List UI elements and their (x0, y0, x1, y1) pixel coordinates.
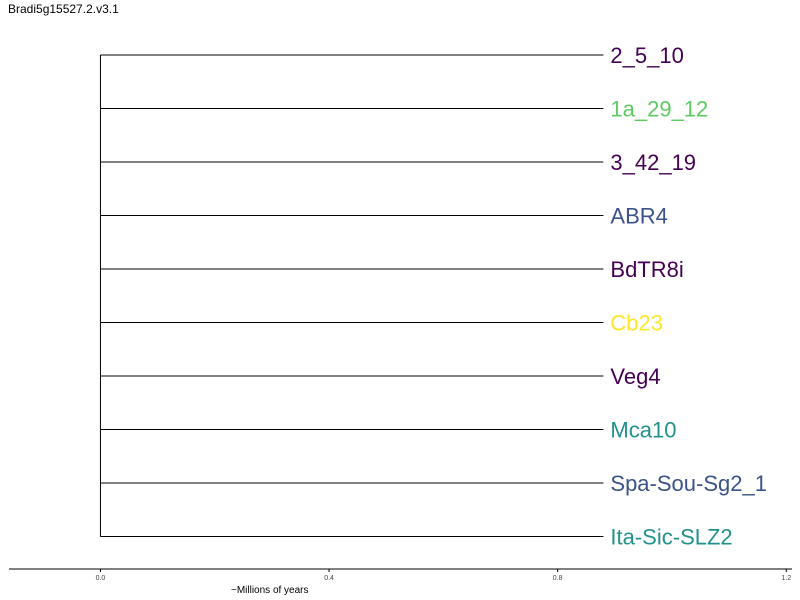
leaf-label: BdTR8i (610, 257, 683, 282)
leaf-label: Mca10 (610, 418, 676, 443)
leaf-label: 2_5_10 (610, 43, 683, 68)
x-tick-label: 0.8 (553, 575, 563, 582)
leaf-label: Veg4 (610, 364, 660, 389)
leaf-label: Cb23 (610, 311, 663, 336)
x-tick-label: 0.0 (96, 575, 106, 582)
leaf-label: Ita-Sic-SLZ2 (610, 525, 732, 550)
leaf-label: 3_42_19 (610, 150, 696, 175)
x-axis-label: ~Millions of years (231, 585, 309, 596)
leaf-label: Spa-Sou-Sg2_1 (610, 471, 767, 496)
x-axis-ticks: 0.0 0.4 0.8 1.2 (96, 569, 791, 582)
x-tick-label: 0.4 (324, 575, 334, 582)
x-tick-label: 1.2 (781, 575, 791, 582)
leaf-labels-group: 2_5_10 1a_29_12 3_42_19 ABR4 BdTR8i Cb23 Veg4 M… (610, 43, 767, 550)
x-axis: 0.0 0.4 0.8 1.2 ~Millions of years (9, 568, 792, 596)
branches-group (99, 54, 604, 537)
leaf-label: 1a_29_12 (610, 97, 708, 122)
leaf-label: ABR4 (610, 204, 667, 229)
page-title: Bradi5g15527.2.v3.1 (8, 2, 119, 16)
